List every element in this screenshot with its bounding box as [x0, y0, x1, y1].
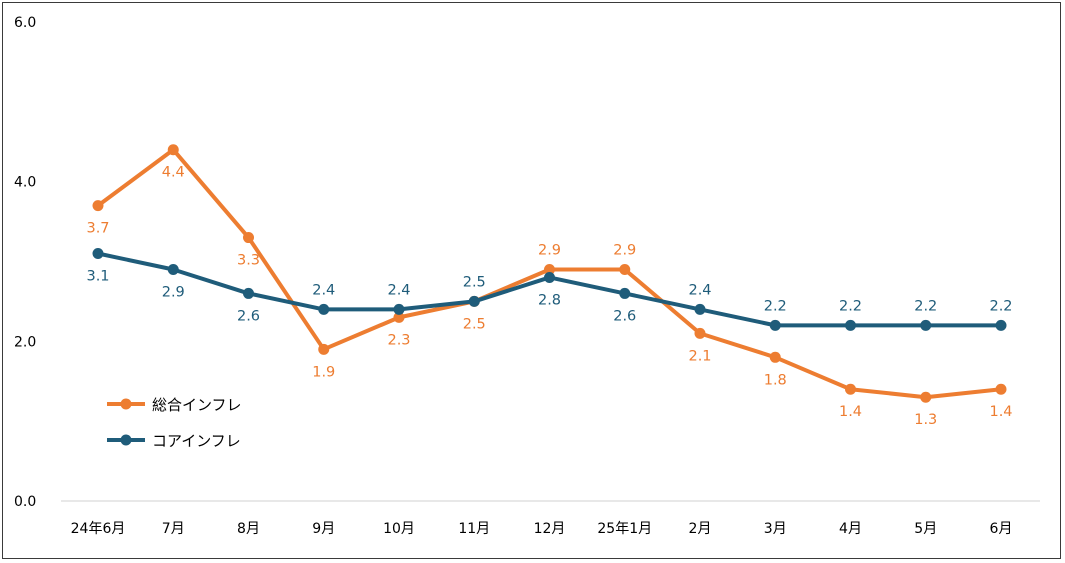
data-point — [694, 327, 706, 339]
data-point — [694, 303, 706, 315]
data-label: 2.8 — [538, 292, 561, 308]
data-label: 1.3 — [914, 412, 937, 428]
data-label: 2.9 — [613, 242, 636, 258]
data-point — [167, 263, 179, 275]
data-point — [92, 248, 104, 260]
data-label: 3.1 — [86, 269, 109, 285]
data-point — [243, 287, 254, 299]
legend-item: 総合インフレ — [107, 396, 242, 414]
data-label: 4.4 — [162, 165, 185, 181]
x-tick-label: 10月 — [383, 521, 415, 537]
series-layer: 3.74.43.31.92.32.52.9 2.92.11.81.4 1.3 1.43… — [86, 144, 1013, 428]
data-point — [845, 383, 856, 395]
x-tick-label: 9月 — [312, 521, 335, 537]
x-tick-label: 3月 — [764, 521, 787, 537]
y-tick-label: 4.0 — [14, 175, 36, 191]
legend-label: コアインフレ — [152, 432, 241, 450]
data-label: 2.2 — [914, 298, 937, 314]
data-point — [243, 232, 254, 244]
x-tick-label: 2月 — [689, 521, 712, 537]
legend-label: 総合インフレ — [152, 396, 242, 414]
data-label: 2.5 — [463, 274, 486, 290]
data-label: 2.1 — [688, 348, 711, 364]
data-point — [468, 295, 480, 307]
data-point — [619, 263, 631, 275]
data-point — [920, 319, 932, 331]
data-label: 1.4 — [989, 404, 1012, 420]
data-label: 2.4 — [688, 282, 711, 298]
data-label: 2.9 — [538, 242, 561, 258]
data-label: 3.7 — [86, 221, 109, 237]
data-label: 2.4 — [387, 282, 410, 298]
data-point — [769, 319, 781, 331]
data-label: 2.2 — [989, 298, 1012, 314]
x-tick-label: 12月 — [534, 521, 566, 537]
data-label: 2.3 — [387, 332, 410, 348]
x-axis: 24年6月 7月 8月 9月 10月 11月 12月 25年1月 2月 3月 4月 5月 6月 — [61, 500, 1040, 537]
data-label: 1.9 — [312, 364, 335, 380]
data-point — [995, 319, 1007, 331]
y-tick-label: 6.0 — [14, 15, 36, 31]
y-tick-label: 0.0 — [14, 494, 36, 510]
y-tick-label: 2.0 — [14, 334, 36, 350]
data-point — [769, 351, 781, 363]
x-tick-label: 24年6月 — [71, 521, 126, 537]
data-label: 2.6 — [237, 308, 260, 324]
data-label: 3.3 — [237, 253, 260, 269]
data-label: 2.2 — [764, 298, 787, 314]
x-tick-label: 6月 — [990, 521, 1013, 537]
legend-marker — [120, 434, 132, 446]
x-tick-label: 25年1月 — [597, 521, 652, 537]
legend-item: コアインフレ — [107, 432, 241, 450]
data-point — [544, 263, 555, 275]
series-core: 3.1 2.9 2.6 2.4 2.4 2.5 2.8 2.6 2.4 2.2 2.2 2.2 2.2 — [86, 248, 1013, 331]
x-tick-label: 4月 — [839, 521, 862, 537]
x-tick-label: 8月 — [237, 521, 260, 537]
data-point — [318, 343, 330, 355]
data-label: 2.6 — [613, 308, 636, 324]
data-point — [92, 200, 104, 212]
data-label: 1.4 — [839, 404, 862, 420]
data-label: 2.5 — [463, 316, 486, 332]
data-point — [920, 391, 932, 403]
data-point — [318, 303, 330, 315]
data-label: 1.8 — [764, 372, 787, 388]
series-headline: 3.7 4.4 3.3 1.9 2.3 2.5 2.9 2.9 2.1 1.8 1.4 1.3 1.4 — [86, 144, 1013, 428]
x-tick-label: 11月 — [458, 521, 490, 537]
data-point — [393, 311, 405, 323]
data-label: 2.4 — [312, 282, 335, 298]
y-axis: 0.0 2.0 4.0 6.0 — [14, 15, 36, 510]
x-tick-label: 7月 — [162, 521, 185, 537]
x-tick-label: 5月 — [914, 521, 937, 537]
data-point — [619, 287, 631, 299]
data-point — [393, 303, 405, 315]
legend-marker — [120, 398, 132, 410]
data-point — [845, 319, 856, 331]
data-label: 2.2 — [839, 298, 862, 314]
data-point — [167, 144, 179, 156]
data-label: 2.9 — [162, 284, 185, 300]
data-point — [995, 383, 1007, 395]
data-point — [544, 271, 555, 283]
